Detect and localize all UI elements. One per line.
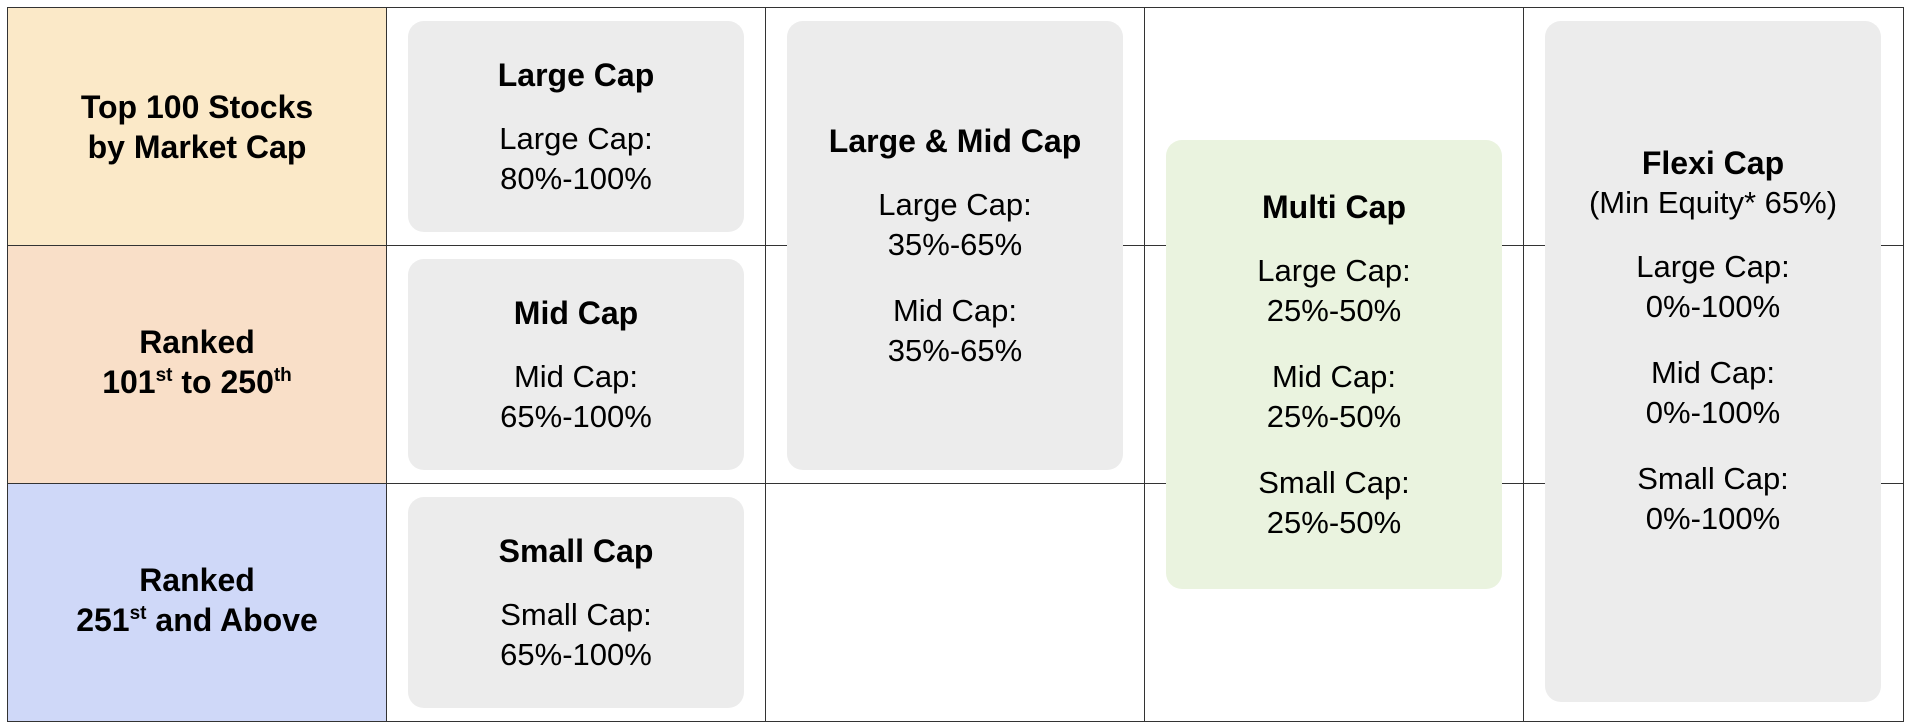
card-multi-cap-mid-label: Mid Cap: bbox=[1272, 357, 1396, 397]
card-mid-cap-range: 65%-100% bbox=[500, 397, 652, 437]
card-flexi-cap-mid-range: 0%-100% bbox=[1646, 393, 1780, 433]
grid-line-col2 bbox=[765, 7, 766, 722]
row-label-ranked-251-above: Ranked 251st and Above bbox=[8, 484, 386, 721]
card-multi-cap-large-range: 25%-50% bbox=[1267, 291, 1401, 331]
card-multi-cap-title: Multi Cap bbox=[1262, 187, 1406, 227]
grid-line-col4 bbox=[1523, 7, 1524, 722]
card-multi-cap-mid-range: 25%-50% bbox=[1267, 397, 1401, 437]
grid-line-bottom bbox=[7, 721, 1904, 722]
card-multi-cap-small-range: 25%-50% bbox=[1267, 503, 1401, 543]
card-large-cap-title: Large Cap bbox=[498, 55, 654, 95]
grid-line-col3 bbox=[1144, 7, 1145, 722]
card-mid-cap-title: Mid Cap bbox=[514, 293, 638, 333]
grid-line-col5 bbox=[1903, 7, 1904, 722]
row-label-ranked-101-250: Ranked 101st to 250th bbox=[8, 246, 386, 483]
card-flexi-cap-large-label: Large Cap: bbox=[1636, 247, 1789, 287]
row-label-251-above-line1: Ranked bbox=[76, 560, 318, 600]
card-flexi-cap-small-range: 0%-100% bbox=[1646, 499, 1780, 539]
grid-line-top bbox=[7, 7, 1904, 8]
card-small-cap-label: Small Cap: bbox=[500, 595, 652, 635]
card-flexi-cap: Flexi Cap (Min Equity* 65%) Large Cap: 0… bbox=[1545, 21, 1881, 702]
card-mid-cap-label: Mid Cap: bbox=[514, 357, 638, 397]
row-label-251-above-line2: 251st and Above bbox=[76, 600, 318, 646]
row-label-top-100-line2: by Market Cap bbox=[81, 127, 313, 167]
card-flexi-cap-subtitle: (Min Equity* 65%) bbox=[1589, 183, 1837, 223]
card-multi-cap-small-label: Small Cap: bbox=[1258, 463, 1410, 503]
card-large-mid-cap-title: Large & Mid Cap bbox=[829, 121, 1081, 161]
card-large-cap-label: Large Cap: bbox=[499, 119, 652, 159]
card-multi-cap: Multi Cap Large Cap: 25%-50% Mid Cap: 25… bbox=[1166, 140, 1502, 589]
card-large-mid-cap-mid-range: 35%-65% bbox=[888, 331, 1022, 371]
card-large-mid-cap-mid-label: Mid Cap: bbox=[893, 291, 1017, 331]
card-flexi-cap-title: Flexi Cap bbox=[1642, 143, 1784, 183]
card-multi-cap-large-label: Large Cap: bbox=[1257, 251, 1410, 291]
card-small-cap-title: Small Cap bbox=[499, 531, 654, 571]
card-small-cap-range: 65%-100% bbox=[500, 635, 652, 675]
row-label-101-250-line1: Ranked bbox=[102, 322, 292, 362]
card-flexi-cap-large-range: 0%-100% bbox=[1646, 287, 1780, 327]
row-label-101-250-line2: 101st to 250th bbox=[102, 362, 292, 408]
card-large-mid-cap-large-range: 35%-65% bbox=[888, 225, 1022, 265]
card-large-cap: Large Cap Large Cap: 80%-100% bbox=[408, 21, 744, 232]
grid-line-col1 bbox=[386, 7, 387, 722]
card-large-mid-cap: Large & Mid Cap Large Cap: 35%-65% Mid C… bbox=[787, 21, 1123, 470]
card-large-cap-range: 80%-100% bbox=[500, 159, 652, 199]
card-flexi-cap-mid-label: Mid Cap: bbox=[1651, 353, 1775, 393]
row-label-top-100-line1: Top 100 Stocks bbox=[81, 87, 313, 127]
grid-line-col0 bbox=[7, 7, 8, 722]
card-mid-cap: Mid Cap Mid Cap: 65%-100% bbox=[408, 259, 744, 470]
card-large-mid-cap-large-label: Large Cap: bbox=[878, 185, 1031, 225]
card-small-cap: Small Cap Small Cap: 65%-100% bbox=[408, 497, 744, 708]
card-flexi-cap-small-label: Small Cap: bbox=[1637, 459, 1789, 499]
row-label-top-100: Top 100 Stocks by Market Cap bbox=[8, 8, 386, 245]
